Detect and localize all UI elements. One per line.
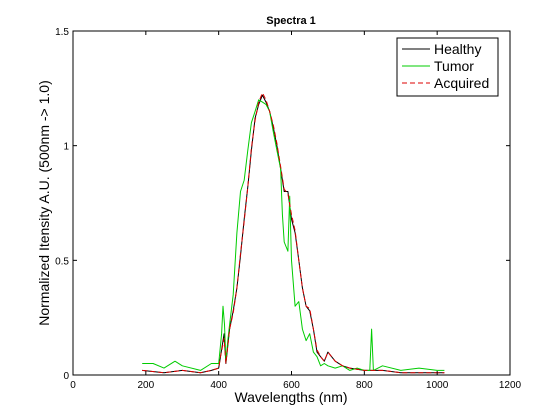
y-axis-title: Normalized Itensity A.U. (500nm -> 1.0) (36, 80, 52, 326)
x-axis-title: Wavelengths (nm) (234, 389, 347, 405)
y-tick-label: 0.5 (55, 256, 69, 267)
y-tick-label: 1 (63, 142, 69, 153)
legend-label-healthy: Healthy (434, 41, 481, 57)
x-tick-label: 200 (137, 380, 154, 391)
x-tick-label: 0 (70, 380, 76, 391)
x-tick-label: 800 (356, 380, 373, 391)
x-tick-label: 1000 (426, 380, 449, 391)
chart-title: Spectra 1 (266, 15, 316, 27)
y-tick-label: 0 (63, 371, 69, 382)
x-tick-label: 400 (210, 380, 227, 391)
x-tick-label: 1200 (499, 380, 522, 391)
y-tick-label: 1.5 (55, 27, 69, 38)
legend-label-acquired: Acquired (434, 75, 489, 91)
legend: Healthy Tumor Acquired (397, 38, 498, 96)
legend-label-tumor: Tumor (434, 58, 474, 74)
